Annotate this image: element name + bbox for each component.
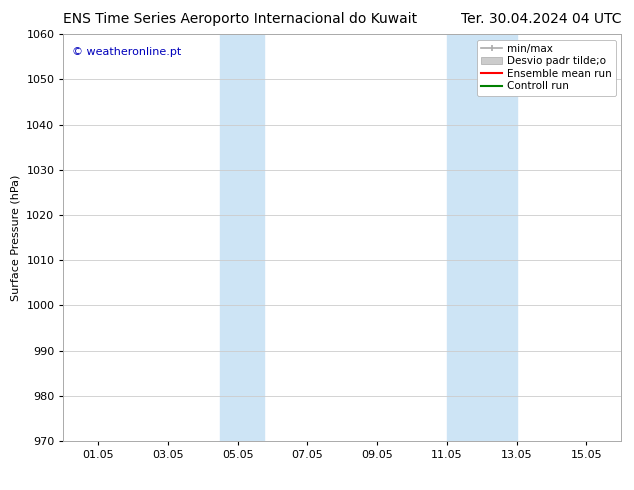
Bar xyxy=(221,34,264,441)
Y-axis label: Surface Pressure (hPa): Surface Pressure (hPa) xyxy=(11,174,21,301)
Text: ENS Time Series Aeroporto Internacional do Kuwait: ENS Time Series Aeroporto Internacional … xyxy=(63,12,418,26)
Text: © weatheronline.pt: © weatheronline.pt xyxy=(72,47,181,56)
Bar xyxy=(447,34,517,441)
Text: Ter. 30.04.2024 04 UTC: Ter. 30.04.2024 04 UTC xyxy=(461,12,621,26)
Legend: min/max, Desvio padr tilde;o, Ensemble mean run, Controll run: min/max, Desvio padr tilde;o, Ensemble m… xyxy=(477,40,616,96)
